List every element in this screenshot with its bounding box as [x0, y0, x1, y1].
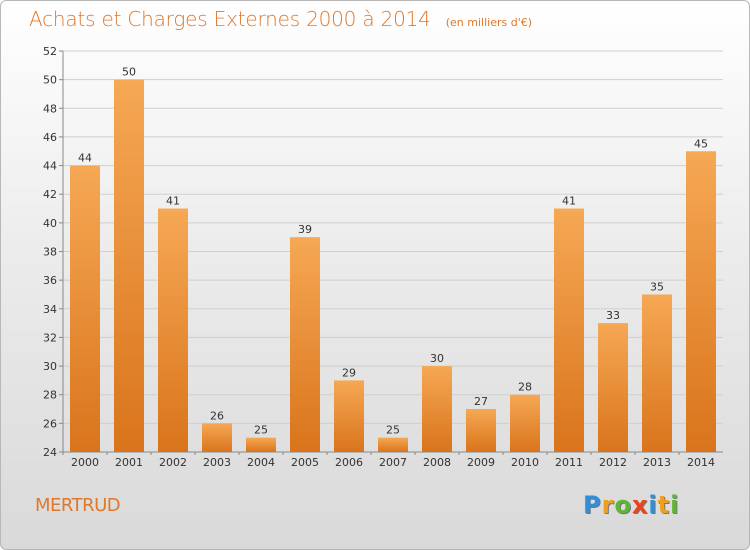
- y-tick-label: 44: [43, 160, 57, 173]
- y-tick-label: 42: [43, 188, 57, 201]
- x-tick-label: 2008: [423, 456, 451, 469]
- bar: [510, 394, 540, 452]
- data-label: 35: [650, 280, 664, 293]
- y-tick-label: 38: [43, 246, 57, 259]
- x-tick-label: 2012: [599, 456, 627, 469]
- bar: [378, 437, 408, 452]
- bar: [246, 437, 276, 452]
- y-tick-label: 34: [43, 303, 57, 316]
- data-label: 25: [254, 424, 268, 437]
- data-label: 50: [122, 66, 136, 79]
- y-tick-label: 32: [43, 331, 57, 344]
- y-tick-label: 26: [43, 417, 57, 430]
- y-tick-label: 24: [43, 446, 57, 459]
- bar: [202, 423, 232, 452]
- x-tick-label: 2013: [643, 456, 671, 469]
- logo-letter: P: [583, 491, 602, 519]
- bar: [70, 165, 100, 453]
- bar: [114, 79, 144, 453]
- logo-letter: o: [614, 491, 632, 519]
- data-label: 45: [694, 137, 708, 150]
- x-tick-label: 2011: [555, 456, 583, 469]
- bar: [334, 380, 364, 452]
- logo-letter: x: [631, 491, 649, 519]
- x-tick-label: 2002: [159, 456, 187, 469]
- data-label: 26: [210, 409, 224, 422]
- x-tick-label: 2004: [247, 456, 275, 469]
- proxiti-logo[interactable]: Proxiti: [583, 491, 679, 519]
- x-tick-label: 2007: [379, 456, 407, 469]
- data-labels: 44 50 41 26 25 39 29 25 30 27 28 41 33 35 45: [78, 66, 708, 437]
- logo-letter: t: [657, 491, 671, 519]
- x-tick-label: 2014: [687, 456, 715, 469]
- y-tick-label: 50: [43, 74, 57, 87]
- y-tick-label: 48: [43, 102, 57, 115]
- logo-letter: i: [648, 491, 658, 519]
- data-label: 29: [342, 366, 356, 379]
- logo-letter: i: [670, 491, 680, 519]
- bar: [158, 208, 188, 452]
- y-tick-label: 36: [43, 274, 57, 287]
- data-label: 25: [386, 424, 400, 437]
- chart-title-group: Achats et Charges Externes 2000 à 2014 (…: [29, 7, 532, 31]
- y-tick-label: 52: [43, 45, 57, 58]
- data-label: 33: [606, 309, 620, 322]
- data-label: 27: [474, 395, 488, 408]
- x-tick-label: 2003: [203, 456, 231, 469]
- data-label: 28: [518, 381, 532, 394]
- bar: [554, 208, 584, 452]
- y-tick-label: 46: [43, 131, 57, 144]
- data-label: 39: [298, 223, 312, 236]
- x-tick-label: 2000: [71, 456, 99, 469]
- y-tick-label: 40: [43, 217, 57, 230]
- bar: [290, 237, 320, 452]
- commune-name: MERTRUD: [35, 495, 121, 516]
- y-tick-label: 30: [43, 360, 57, 373]
- chart-title: Achats et Charges Externes 2000 à 2014: [29, 7, 431, 31]
- x-tick-label: 2001: [115, 456, 143, 469]
- y-tick-label: 28: [43, 389, 57, 402]
- x-tick-label: 2005: [291, 456, 319, 469]
- data-label: 44: [78, 152, 92, 165]
- x-tick-label: 2009: [467, 456, 495, 469]
- bar: [466, 409, 496, 452]
- bars: [70, 79, 716, 453]
- x-tick-label: 2010: [511, 456, 539, 469]
- logo-letter: r: [601, 491, 615, 519]
- bar: [422, 366, 452, 452]
- chart-subtitle: (en milliers d'€): [445, 16, 533, 29]
- bar: [642, 294, 672, 452]
- data-label: 41: [562, 195, 576, 208]
- data-label: 41: [166, 195, 180, 208]
- x-tick-label: 2006: [335, 456, 363, 469]
- bar: [686, 151, 716, 452]
- bar: [598, 323, 628, 452]
- data-label: 30: [430, 352, 444, 365]
